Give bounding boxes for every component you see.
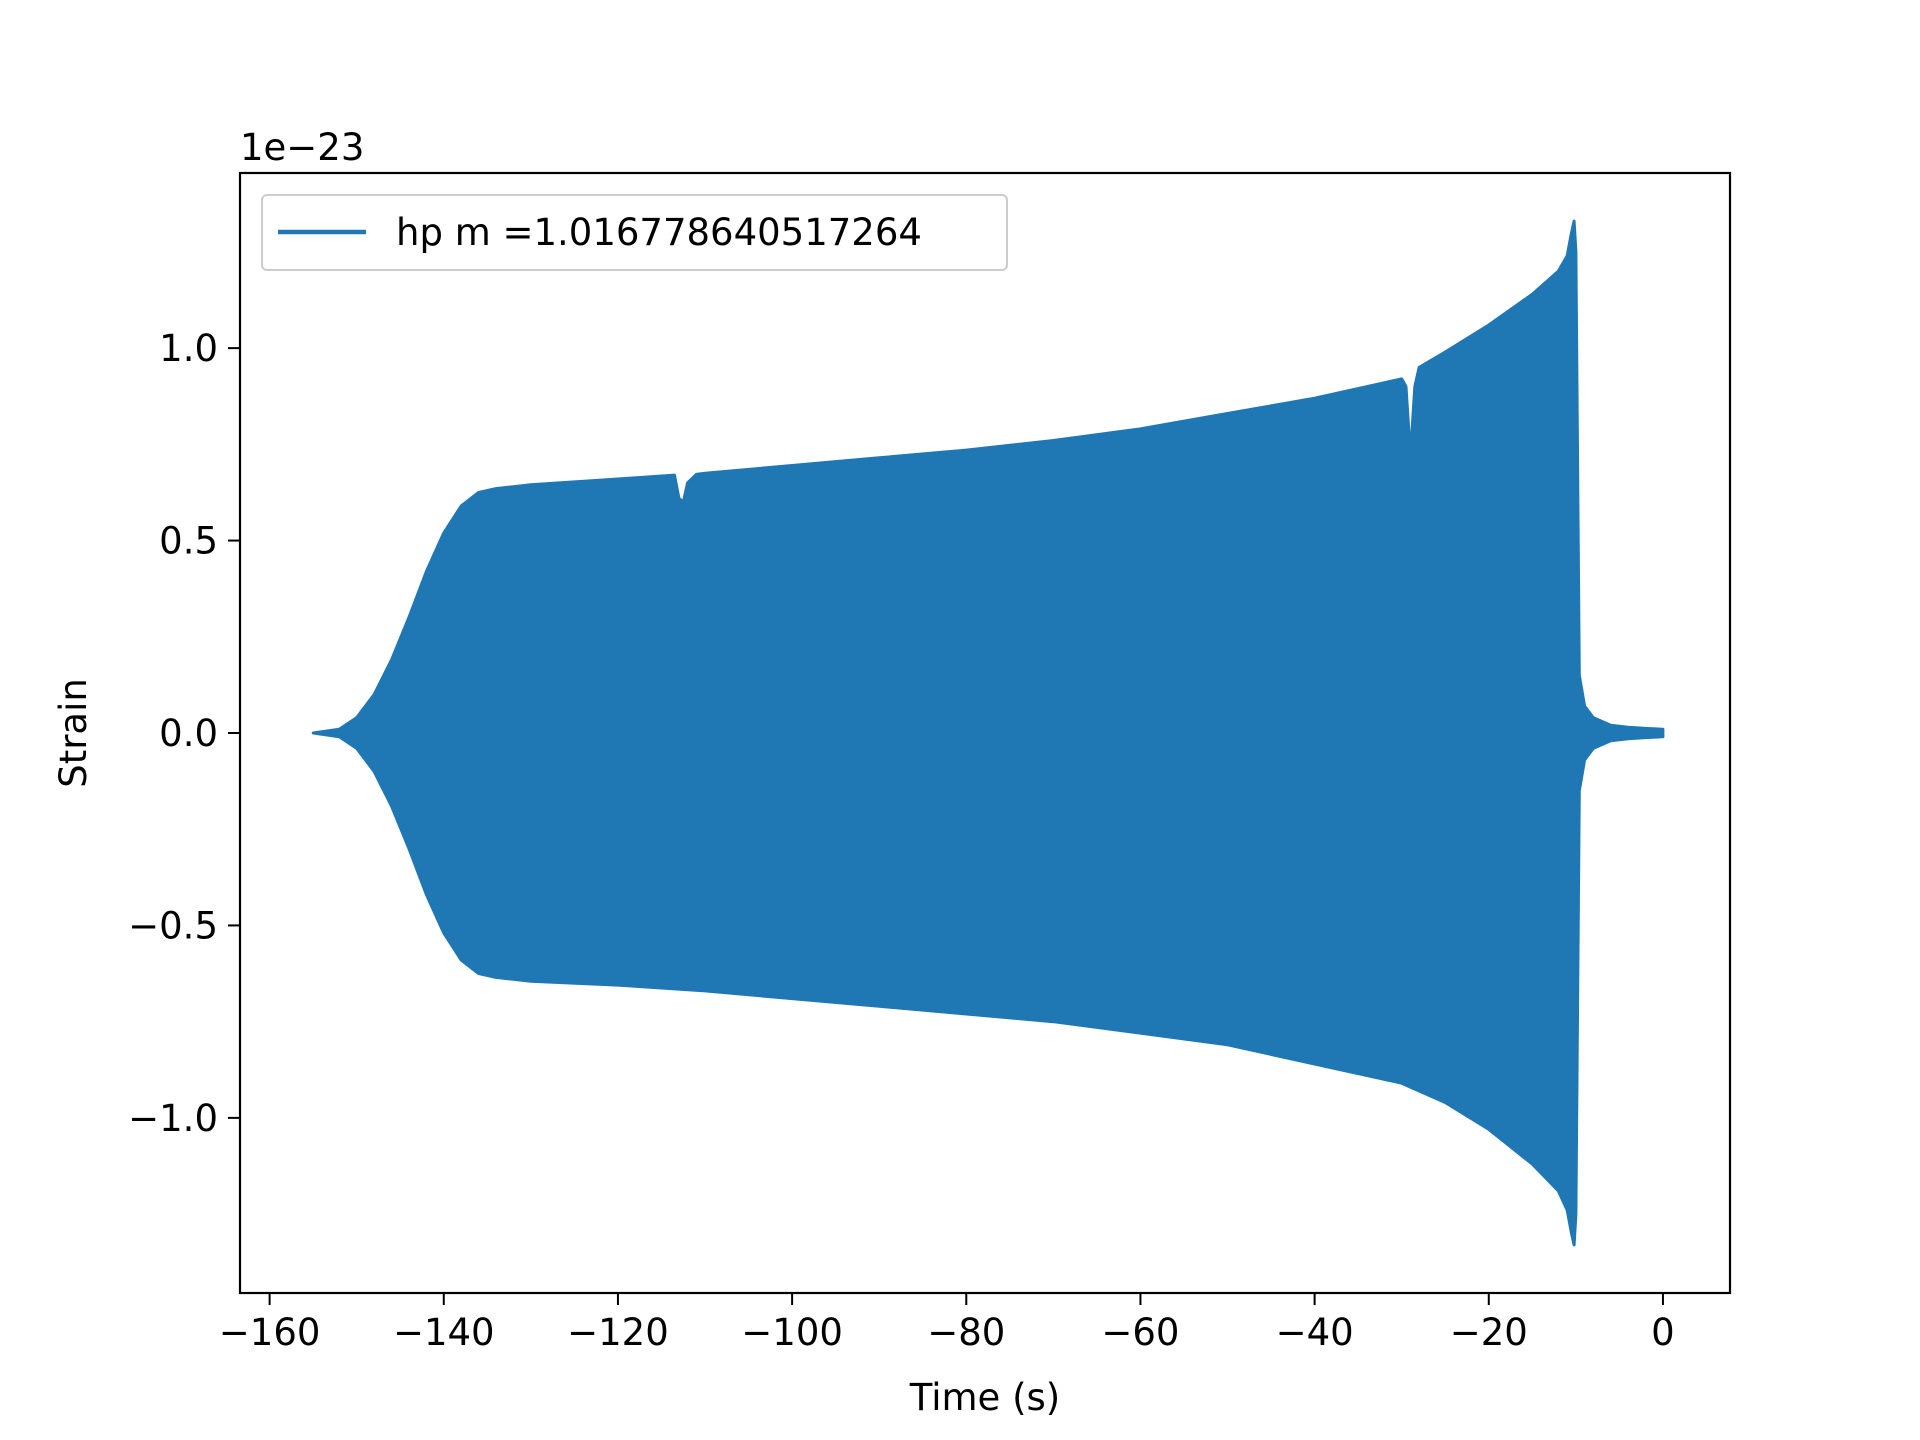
x-tick-label: −60 [1101, 1311, 1179, 1354]
series-layer [311, 219, 1665, 1247]
legend: hp m =1.016778640517264 [261, 194, 1008, 271]
y-tick-label: 1.0 [159, 327, 218, 370]
x-tick-label: −140 [393, 1311, 495, 1354]
y-tick-label: −1.0 [128, 1097, 218, 1140]
y-axis-label: Strain [52, 678, 95, 788]
x-axis-label: Time (s) [909, 1376, 1060, 1419]
x-tick-label: −40 [1276, 1311, 1354, 1354]
x-axis: −160 −140 −120 −100 −80 −60 −40 −20 0 [219, 1293, 1675, 1354]
legend-box [261, 194, 1008, 271]
y-tick-label: −0.5 [128, 904, 218, 947]
x-tick-label: −20 [1450, 1311, 1528, 1354]
x-tick-label: −120 [567, 1311, 669, 1354]
series-hp-waveform [311, 219, 1665, 1247]
y-offset-text: 1e−23 [240, 126, 364, 169]
x-tick-label: −100 [741, 1311, 843, 1354]
y-tick-label: 0.5 [159, 520, 218, 563]
y-axis: −1.0 −0.5 0.0 0.5 1.0 [128, 327, 240, 1140]
y-tick-label: 0.0 [159, 712, 218, 755]
legend-entry-label: hp m =1.016778640517264 [396, 211, 922, 254]
x-tick-label: −80 [927, 1311, 1005, 1354]
x-tick-label: −160 [219, 1311, 321, 1354]
x-tick-label: 0 [1651, 1311, 1675, 1354]
